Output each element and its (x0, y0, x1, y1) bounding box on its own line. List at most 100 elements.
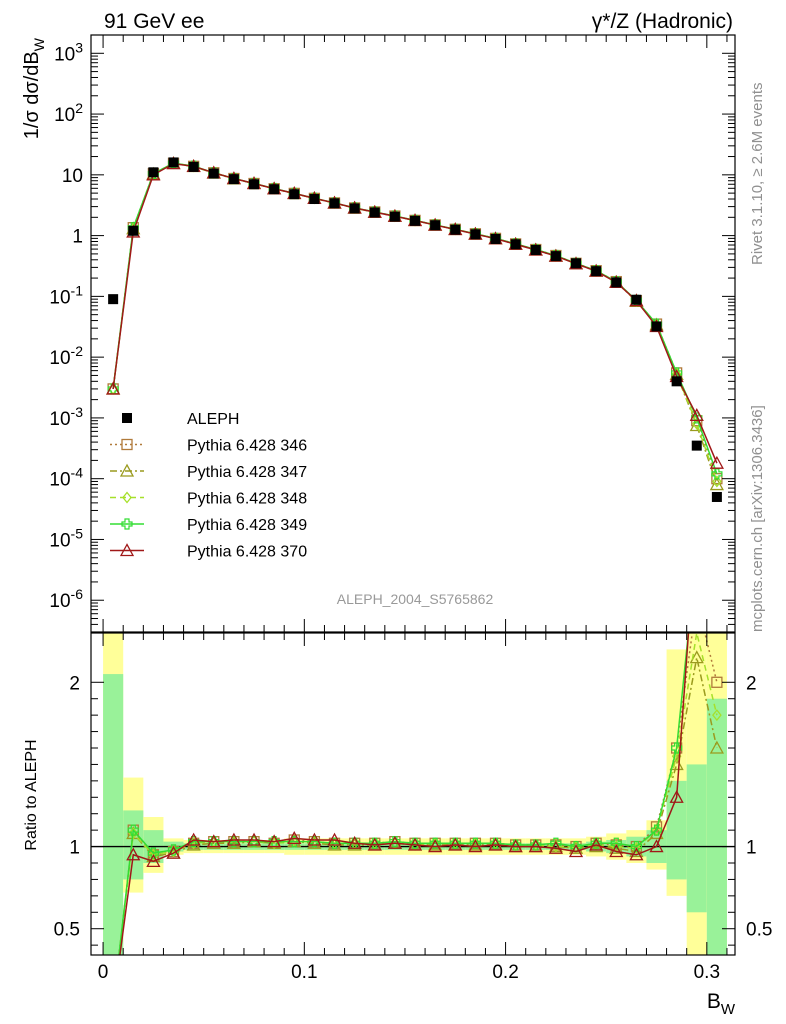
data-point (369, 207, 380, 218)
ratio-series-line (119, 633, 690, 955)
data-point (428, 839, 443, 853)
data-point (508, 839, 523, 853)
data-point (389, 211, 400, 222)
data-point (307, 832, 322, 846)
data-point (126, 847, 141, 861)
y-tick-label-right: 0.5 (746, 920, 772, 941)
data-point (407, 837, 423, 851)
data-point (429, 837, 441, 849)
data-point (689, 408, 704, 422)
header-right: γ*/Z (Hadronic) (592, 10, 733, 33)
ratio-series-2 (118, 650, 724, 955)
data-point (711, 468, 723, 480)
ratio-panel-frame (90, 632, 736, 956)
data-point (510, 239, 521, 250)
data-point (671, 742, 683, 754)
data-point (166, 845, 181, 859)
legend: ALEPH Pythia 6.428 346 Pythia 6.428 347 Pyt… (110, 411, 307, 561)
data-point (127, 824, 139, 836)
data-point (228, 174, 239, 185)
data-point (530, 244, 541, 255)
data-point (712, 475, 722, 488)
data-point (430, 220, 441, 231)
data-point (591, 266, 602, 277)
data-point (548, 840, 563, 854)
data-point (671, 376, 682, 387)
ratio-series-5 (119, 633, 690, 955)
y-tick-label: 10-6 (49, 586, 83, 612)
data-point (448, 837, 463, 851)
data-point (689, 650, 704, 664)
ratio-axes: 0 0.1 0.2 0.3 0.5 0.5 1 1 2 2 (54, 633, 772, 983)
data-point (568, 844, 584, 858)
ratio-series-3 (118, 633, 722, 955)
data-point (148, 167, 159, 178)
data-point (631, 294, 642, 305)
band-stat (666, 780, 687, 880)
data-point (651, 321, 662, 332)
data-point (709, 477, 724, 491)
data-point (711, 676, 723, 688)
data-point (650, 824, 663, 836)
data-point (122, 413, 132, 423)
data-point (121, 518, 133, 530)
data-point (711, 491, 722, 502)
data-point (188, 161, 199, 172)
data-point (589, 837, 604, 851)
data-point (226, 832, 241, 846)
data-point (367, 837, 382, 851)
data-point (469, 837, 481, 849)
y-tick-label: 102 (54, 100, 83, 126)
data-point (528, 839, 543, 853)
y-tick-label: 2 (69, 673, 80, 694)
x-axis-label: BW (707, 990, 736, 1018)
y-tick-label-right: 1 (746, 838, 757, 859)
y-tick-label: 10-1 (49, 282, 83, 308)
y-tick-label: 10-5 (49, 525, 83, 551)
ratio-uncertainty-bands (103, 633, 727, 955)
header-left: 91 GeV ee (104, 10, 204, 33)
data-point (122, 491, 132, 504)
legend-label: Pythia 6.428 370 (187, 544, 307, 561)
data-point (629, 847, 644, 861)
ratio-series-4 (118, 633, 690, 955)
y-tick-label: 10-4 (49, 465, 83, 491)
legend-item: Pythia 6.428 346 (110, 438, 307, 455)
data-point (309, 194, 320, 205)
data-point (327, 832, 342, 846)
data-point (709, 455, 724, 469)
main-panel-series (106, 156, 724, 502)
data-point (329, 198, 340, 209)
legend-label: Pythia 6.428 348 (187, 491, 307, 508)
series-line (112, 162, 718, 485)
mcplots-label: mcplots.cern.ch [arXiv:1306.3436] (749, 405, 766, 632)
data-point (609, 844, 624, 858)
data-point (208, 168, 219, 179)
ratio-series-1 (118, 633, 723, 955)
data-point (349, 203, 360, 214)
data-point (167, 844, 180, 856)
data-point (128, 225, 139, 236)
legend-item: Pythia 6.428 347 (110, 463, 307, 481)
data-point (450, 224, 461, 235)
series-1 (107, 157, 723, 485)
data-point (691, 440, 702, 451)
y-tick-label: 10-2 (49, 343, 83, 369)
data-point (121, 438, 133, 451)
main-y-axis-label: 1/σ dσ/dBW (21, 37, 47, 139)
series-4 (107, 157, 723, 480)
rivet-label: Rivet 3.1.10, ≥ 2.6M events (749, 83, 766, 266)
data-point (119, 543, 135, 557)
data-point (709, 740, 724, 754)
data-point (669, 789, 684, 803)
data-point (168, 157, 179, 168)
data-point (571, 258, 582, 269)
data-point (488, 837, 503, 851)
data-point (246, 832, 262, 846)
data-point (611, 277, 622, 288)
main-axes: 10-6 10-5 10-4 10-3 10-2 10-1 1 10 102 103 (49, 34, 735, 633)
data-point (649, 839, 664, 853)
y-tick-label: 103 (54, 39, 83, 65)
data-point (490, 233, 501, 244)
